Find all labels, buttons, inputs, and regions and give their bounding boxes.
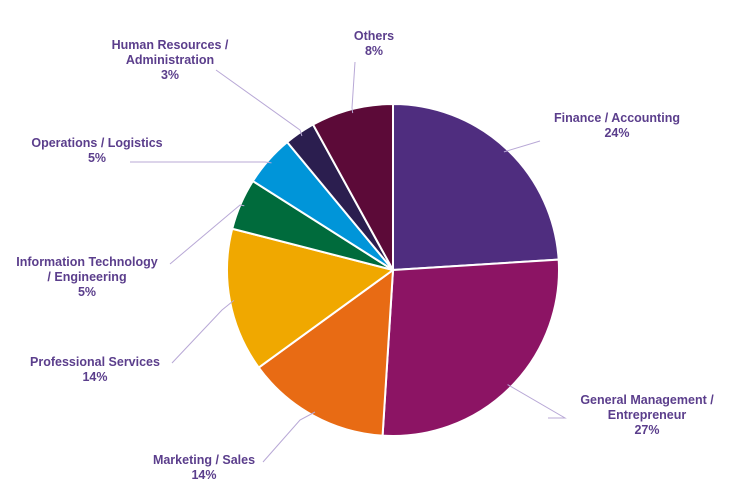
slice-name-label: General Management / [580,393,714,407]
slice-name-label: Human Resources / [112,38,229,52]
leader-line [351,61,356,114]
pie-slice [381,258,560,437]
slice-percent-label: 14% [82,370,107,384]
leader-line [171,300,235,364]
leader-line [262,411,316,463]
slice-name-label: Information Technology [16,255,157,269]
pie-slice [392,102,560,272]
slice-percent-label: 14% [191,468,216,482]
leader-lines [130,61,567,463]
leader-line [503,140,541,153]
slice-name-label: / Engineering [47,270,126,284]
slice-name-label: Finance / Accounting [554,111,680,125]
slice-percent-label: 5% [88,151,106,165]
slice-percent-label: 3% [161,68,179,82]
slice-name-label: Others [354,29,394,43]
slice-percent-label: 24% [604,126,629,140]
slice-name-label: Operations / Logistics [31,136,162,150]
leader-line [507,384,567,419]
leader-line [130,161,272,164]
slice-name-label: Marketing / Sales [153,453,255,467]
leader-line [169,204,245,265]
pie-slices [226,102,560,437]
slice-name-label: Entrepreneur [608,408,687,422]
pie-slice [226,227,396,369]
slice-percent-label: 5% [78,285,96,299]
leader-line [215,69,303,137]
slice-percent-label: 8% [365,44,383,58]
slice-name-label: Administration [126,53,214,67]
slice-percent-label: 27% [634,423,659,437]
pie-slice [257,267,395,437]
slice-name-label: Professional Services [30,355,160,369]
